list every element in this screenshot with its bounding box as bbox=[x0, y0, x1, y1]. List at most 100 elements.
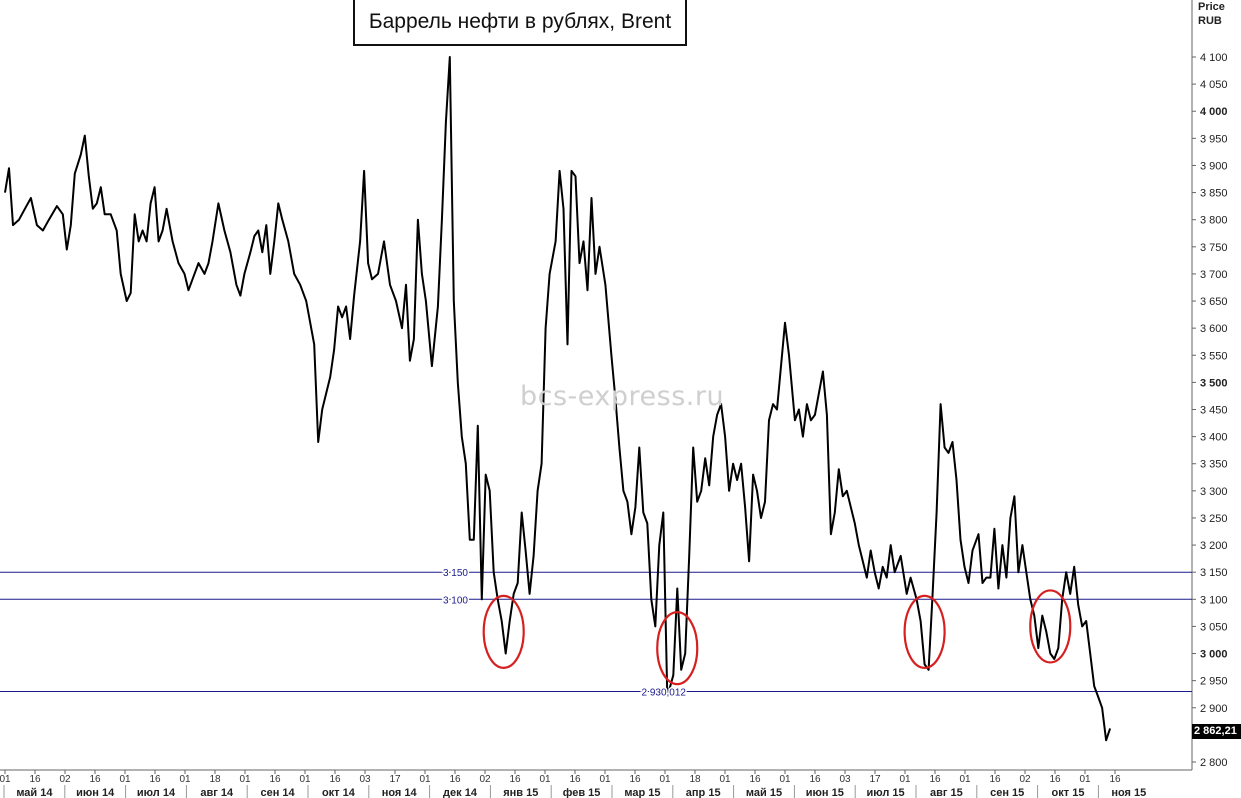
x-month-label: мар 15 bbox=[624, 787, 660, 798]
highlight-circle bbox=[656, 611, 699, 686]
x-tick-label: 01 bbox=[779, 774, 791, 785]
y-tick-label: 4 000 bbox=[1200, 106, 1228, 118]
x-month-label: ноя 14 bbox=[382, 787, 418, 798]
y-tick-label: 3 250 bbox=[1200, 513, 1228, 525]
highlight-circle bbox=[903, 594, 946, 669]
y-tick-label: 3 000 bbox=[1200, 649, 1228, 661]
x-tick-label: 01 bbox=[659, 774, 671, 785]
x-month-label: ноя 15 bbox=[1111, 787, 1146, 798]
x-tick-label: 16 bbox=[449, 774, 461, 785]
x-month-label: авг 15 bbox=[930, 787, 963, 798]
x-tick-label: 02 bbox=[479, 774, 491, 785]
x-tick-label: 01 bbox=[299, 774, 311, 785]
x-month-label: окт 14 bbox=[322, 787, 356, 798]
x-tick-label: 18 bbox=[209, 774, 221, 785]
x-month-label: авг 14 bbox=[200, 787, 234, 798]
y-tick-label: 3 150 bbox=[1200, 567, 1228, 579]
x-tick-label: 16 bbox=[1109, 774, 1121, 785]
support-line-label: 3 100 bbox=[443, 595, 468, 606]
x-tick-label: 01 bbox=[0, 774, 11, 785]
x-tick-label: 02 bbox=[1019, 774, 1031, 785]
x-tick-label: 01 bbox=[419, 774, 431, 785]
x-tick-label: 01 bbox=[899, 774, 911, 785]
x-tick-label: 16 bbox=[749, 774, 761, 785]
x-tick-label: 01 bbox=[959, 774, 971, 785]
x-tick-label: 02 bbox=[59, 774, 71, 785]
x-tick-label: 16 bbox=[629, 774, 641, 785]
y-tick-label: 3 750 bbox=[1200, 242, 1228, 254]
x-month-label: май 15 bbox=[746, 787, 782, 798]
support-line-label: 3 150 bbox=[443, 568, 468, 579]
x-tick-label: 16 bbox=[29, 774, 41, 785]
x-tick-label: 16 bbox=[989, 774, 1001, 785]
y-tick-label: 3 600 bbox=[1200, 323, 1228, 335]
x-tick-label: 03 bbox=[359, 774, 371, 785]
y-tick-label: 2 950 bbox=[1200, 676, 1228, 688]
watermark: bcs-express.ru bbox=[520, 381, 725, 412]
x-tick-label: 17 bbox=[869, 774, 881, 785]
x-month-label: июн 15 bbox=[806, 787, 844, 798]
x-tick-label: 01 bbox=[1079, 774, 1091, 785]
x-month-label: июл 14 bbox=[137, 787, 176, 798]
x-tick-label: 16 bbox=[329, 774, 341, 785]
x-month-label: сен 14 bbox=[261, 787, 296, 798]
y-tick-label: 2 800 bbox=[1200, 757, 1228, 769]
x-month-label: янв 15 bbox=[503, 787, 538, 798]
x-tick-label: 03 bbox=[839, 774, 851, 785]
x-month-label: июл 15 bbox=[867, 787, 905, 798]
y-tick-label: 3 700 bbox=[1200, 269, 1228, 281]
x-tick-label: 01 bbox=[119, 774, 131, 785]
x-tick-label: 01 bbox=[239, 774, 251, 785]
y-tick-label: 3 650 bbox=[1200, 296, 1228, 308]
x-tick-label: 01 bbox=[539, 774, 551, 785]
x-tick-label: 16 bbox=[1049, 774, 1061, 785]
y-tick-label: 4 050 bbox=[1200, 79, 1228, 91]
highlight-circle bbox=[1029, 589, 1072, 664]
chart-title: Баррель нефти в рублях, Brent bbox=[353, 0, 687, 46]
x-tick-label: 01 bbox=[719, 774, 731, 785]
x-month-label: фев 15 bbox=[563, 787, 601, 798]
y-tick-label: 3 950 bbox=[1200, 133, 1228, 145]
y-tick-label: 3 450 bbox=[1200, 405, 1228, 417]
highlight-circle bbox=[482, 594, 525, 669]
x-tick-label: 01 bbox=[599, 774, 611, 785]
y-axis-header-line-1: Price bbox=[1198, 1, 1225, 13]
x-month-label: дек 14 bbox=[443, 787, 478, 798]
plot-area bbox=[0, 0, 1192, 770]
x-tick-label: 16 bbox=[89, 774, 101, 785]
y-tick-label: 3 100 bbox=[1200, 594, 1228, 606]
y-tick-label: 3 300 bbox=[1200, 486, 1228, 498]
x-tick-label: 17 bbox=[389, 774, 401, 785]
y-axis-header: Price RUB bbox=[1198, 0, 1225, 28]
y-tick-label: 3 200 bbox=[1200, 540, 1228, 552]
support-line-label: 2 930,012 bbox=[642, 687, 687, 698]
x-month-band bbox=[0, 784, 1241, 798]
y-tick-label: 3 900 bbox=[1200, 160, 1228, 172]
x-tick-label: 01 bbox=[179, 774, 191, 785]
y-tick-label: 4 100 bbox=[1200, 52, 1228, 64]
y-tick-label: 3 550 bbox=[1200, 350, 1228, 362]
y-tick-label: 3 500 bbox=[1200, 377, 1228, 389]
x-tick-label: 16 bbox=[809, 774, 821, 785]
x-tick-label: 16 bbox=[509, 774, 521, 785]
last-price-badge: 2 862,21 bbox=[1192, 724, 1241, 739]
x-month-label: сен 15 bbox=[990, 787, 1024, 798]
x-month-label: июн 14 bbox=[76, 787, 115, 798]
y-tick-label: 3 350 bbox=[1200, 459, 1228, 471]
x-tick-label: 16 bbox=[149, 774, 161, 785]
y-tick-label: 3 050 bbox=[1200, 621, 1228, 633]
price-line bbox=[4, 56, 1112, 742]
y-tick-label: 2 900 bbox=[1200, 703, 1228, 715]
x-tick-label: 16 bbox=[269, 774, 281, 785]
x-month-label: апр 15 bbox=[686, 787, 721, 798]
y-tick-label: 3 400 bbox=[1200, 432, 1228, 444]
x-month-label: май 14 bbox=[16, 787, 53, 798]
x-month-label: окт 15 bbox=[1052, 787, 1085, 798]
x-tick-label: 16 bbox=[929, 774, 941, 785]
y-axis-header-line-2: RUB bbox=[1198, 15, 1222, 27]
x-tick-label: 18 bbox=[689, 774, 701, 785]
y-tick-label: 3 850 bbox=[1200, 188, 1228, 200]
y-tick-label: 3 800 bbox=[1200, 215, 1228, 227]
